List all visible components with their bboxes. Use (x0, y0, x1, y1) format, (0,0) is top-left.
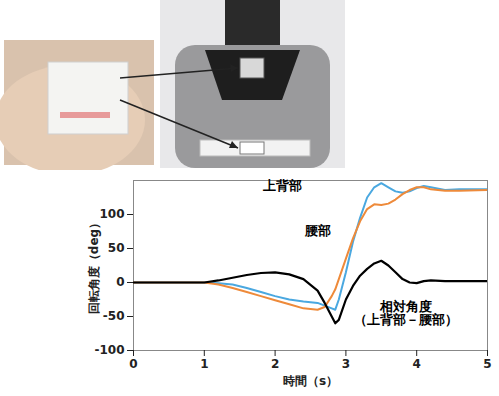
svg-text:3: 3 (342, 357, 350, 371)
svg-text:0: 0 (116, 275, 124, 289)
svg-text:回転角度（deg）: 回転角度（deg） (87, 217, 101, 314)
svg-text:4: 4 (413, 357, 421, 371)
svg-text:時間（s）: 時間（s） (283, 374, 338, 388)
svg-text:1: 1 (200, 357, 208, 371)
svg-text:上背部: 上背部 (262, 178, 302, 193)
svg-text:5: 5 (483, 357, 491, 371)
svg-text:腰部: 腰部 (304, 223, 331, 238)
svg-text:-100: -100 (94, 343, 124, 357)
svg-text:相対角度（上背部－腰部）: 相対角度（上背部－腰部） (354, 299, 458, 327)
svg-text:-50: -50 (103, 309, 125, 323)
svg-text:2: 2 (271, 357, 279, 371)
svg-text:100: 100 (99, 207, 124, 221)
svg-text:50: 50 (108, 241, 125, 255)
svg-text:0: 0 (129, 357, 137, 371)
